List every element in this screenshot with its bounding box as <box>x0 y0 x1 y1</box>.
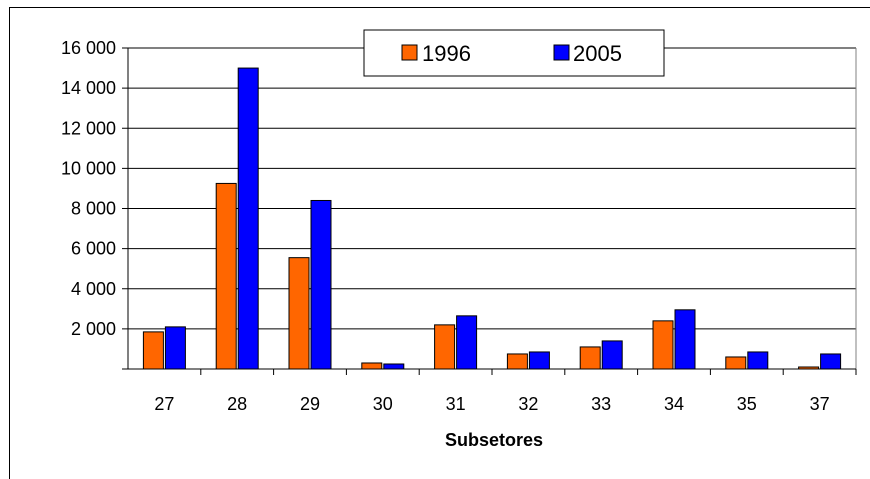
y-tick-label: 10 000 <box>61 158 116 178</box>
bar-2005-35 <box>747 351 769 370</box>
legend-label-1996: 1996 <box>422 41 471 66</box>
x-tick-label: 27 <box>154 394 174 414</box>
y-tick-label: 16 000 <box>61 38 116 58</box>
bar-1996-31 <box>434 324 456 370</box>
bar-1996-32 <box>506 353 528 370</box>
y-tick-label: 12 000 <box>61 118 116 138</box>
x-tick-label: 31 <box>446 394 466 414</box>
legend-swatch-1996 <box>401 44 418 61</box>
legend-swatch-2005 <box>553 44 570 61</box>
x-tick-label: 32 <box>518 394 538 414</box>
bar-1996-34 <box>652 320 674 370</box>
y-tick-label: 14 000 <box>61 78 116 98</box>
bar-2005-31 <box>456 315 478 370</box>
x-tick-labels: 27 28 29 30 31 32 33 34 35 37 <box>154 394 829 414</box>
bar-2005-37 <box>820 353 842 370</box>
bar-1996-27 <box>142 331 164 370</box>
bar-2005-33 <box>601 340 623 370</box>
bar-2005-34 <box>674 309 696 370</box>
bar-2005-32 <box>528 351 550 370</box>
y-tick-label: 2 000 <box>71 319 116 339</box>
legend-label-2005: 2005 <box>573 41 622 66</box>
bar-1996-29 <box>288 257 310 370</box>
legend: 1996 2005 <box>363 29 665 77</box>
bar-1996-28 <box>215 182 237 370</box>
x-tick-label: 28 <box>227 394 247 414</box>
y-tick-label: 4 000 <box>71 279 116 299</box>
bar-2005-30 <box>383 363 405 370</box>
bars <box>142 67 842 370</box>
x-tick-label: 30 <box>373 394 393 414</box>
x-tick-label: 33 <box>591 394 611 414</box>
y-tick-label: 6 000 <box>71 239 116 259</box>
x-tick-label: 34 <box>664 394 684 414</box>
bar-2005-27 <box>164 326 186 370</box>
x-tick-label: 29 <box>300 394 320 414</box>
bar-1996-30 <box>361 362 383 370</box>
axes <box>122 47 857 375</box>
x-tick-label: 35 <box>737 394 757 414</box>
chart-frame <box>9 7 870 479</box>
grid-lines <box>128 47 857 369</box>
bar-2005-28 <box>237 67 259 370</box>
bar-1996-33 <box>579 346 601 370</box>
y-tick-labels: 2 000 4 000 6 000 8 000 10 000 12 000 14 000 16… <box>61 38 116 339</box>
x-axis-label: Subsetores <box>445 430 543 450</box>
bar-2005-29 <box>310 199 332 370</box>
bar-1996-35 <box>725 356 747 370</box>
y-tick-label: 8 000 <box>71 199 116 219</box>
x-tick-label: 37 <box>810 394 830 414</box>
